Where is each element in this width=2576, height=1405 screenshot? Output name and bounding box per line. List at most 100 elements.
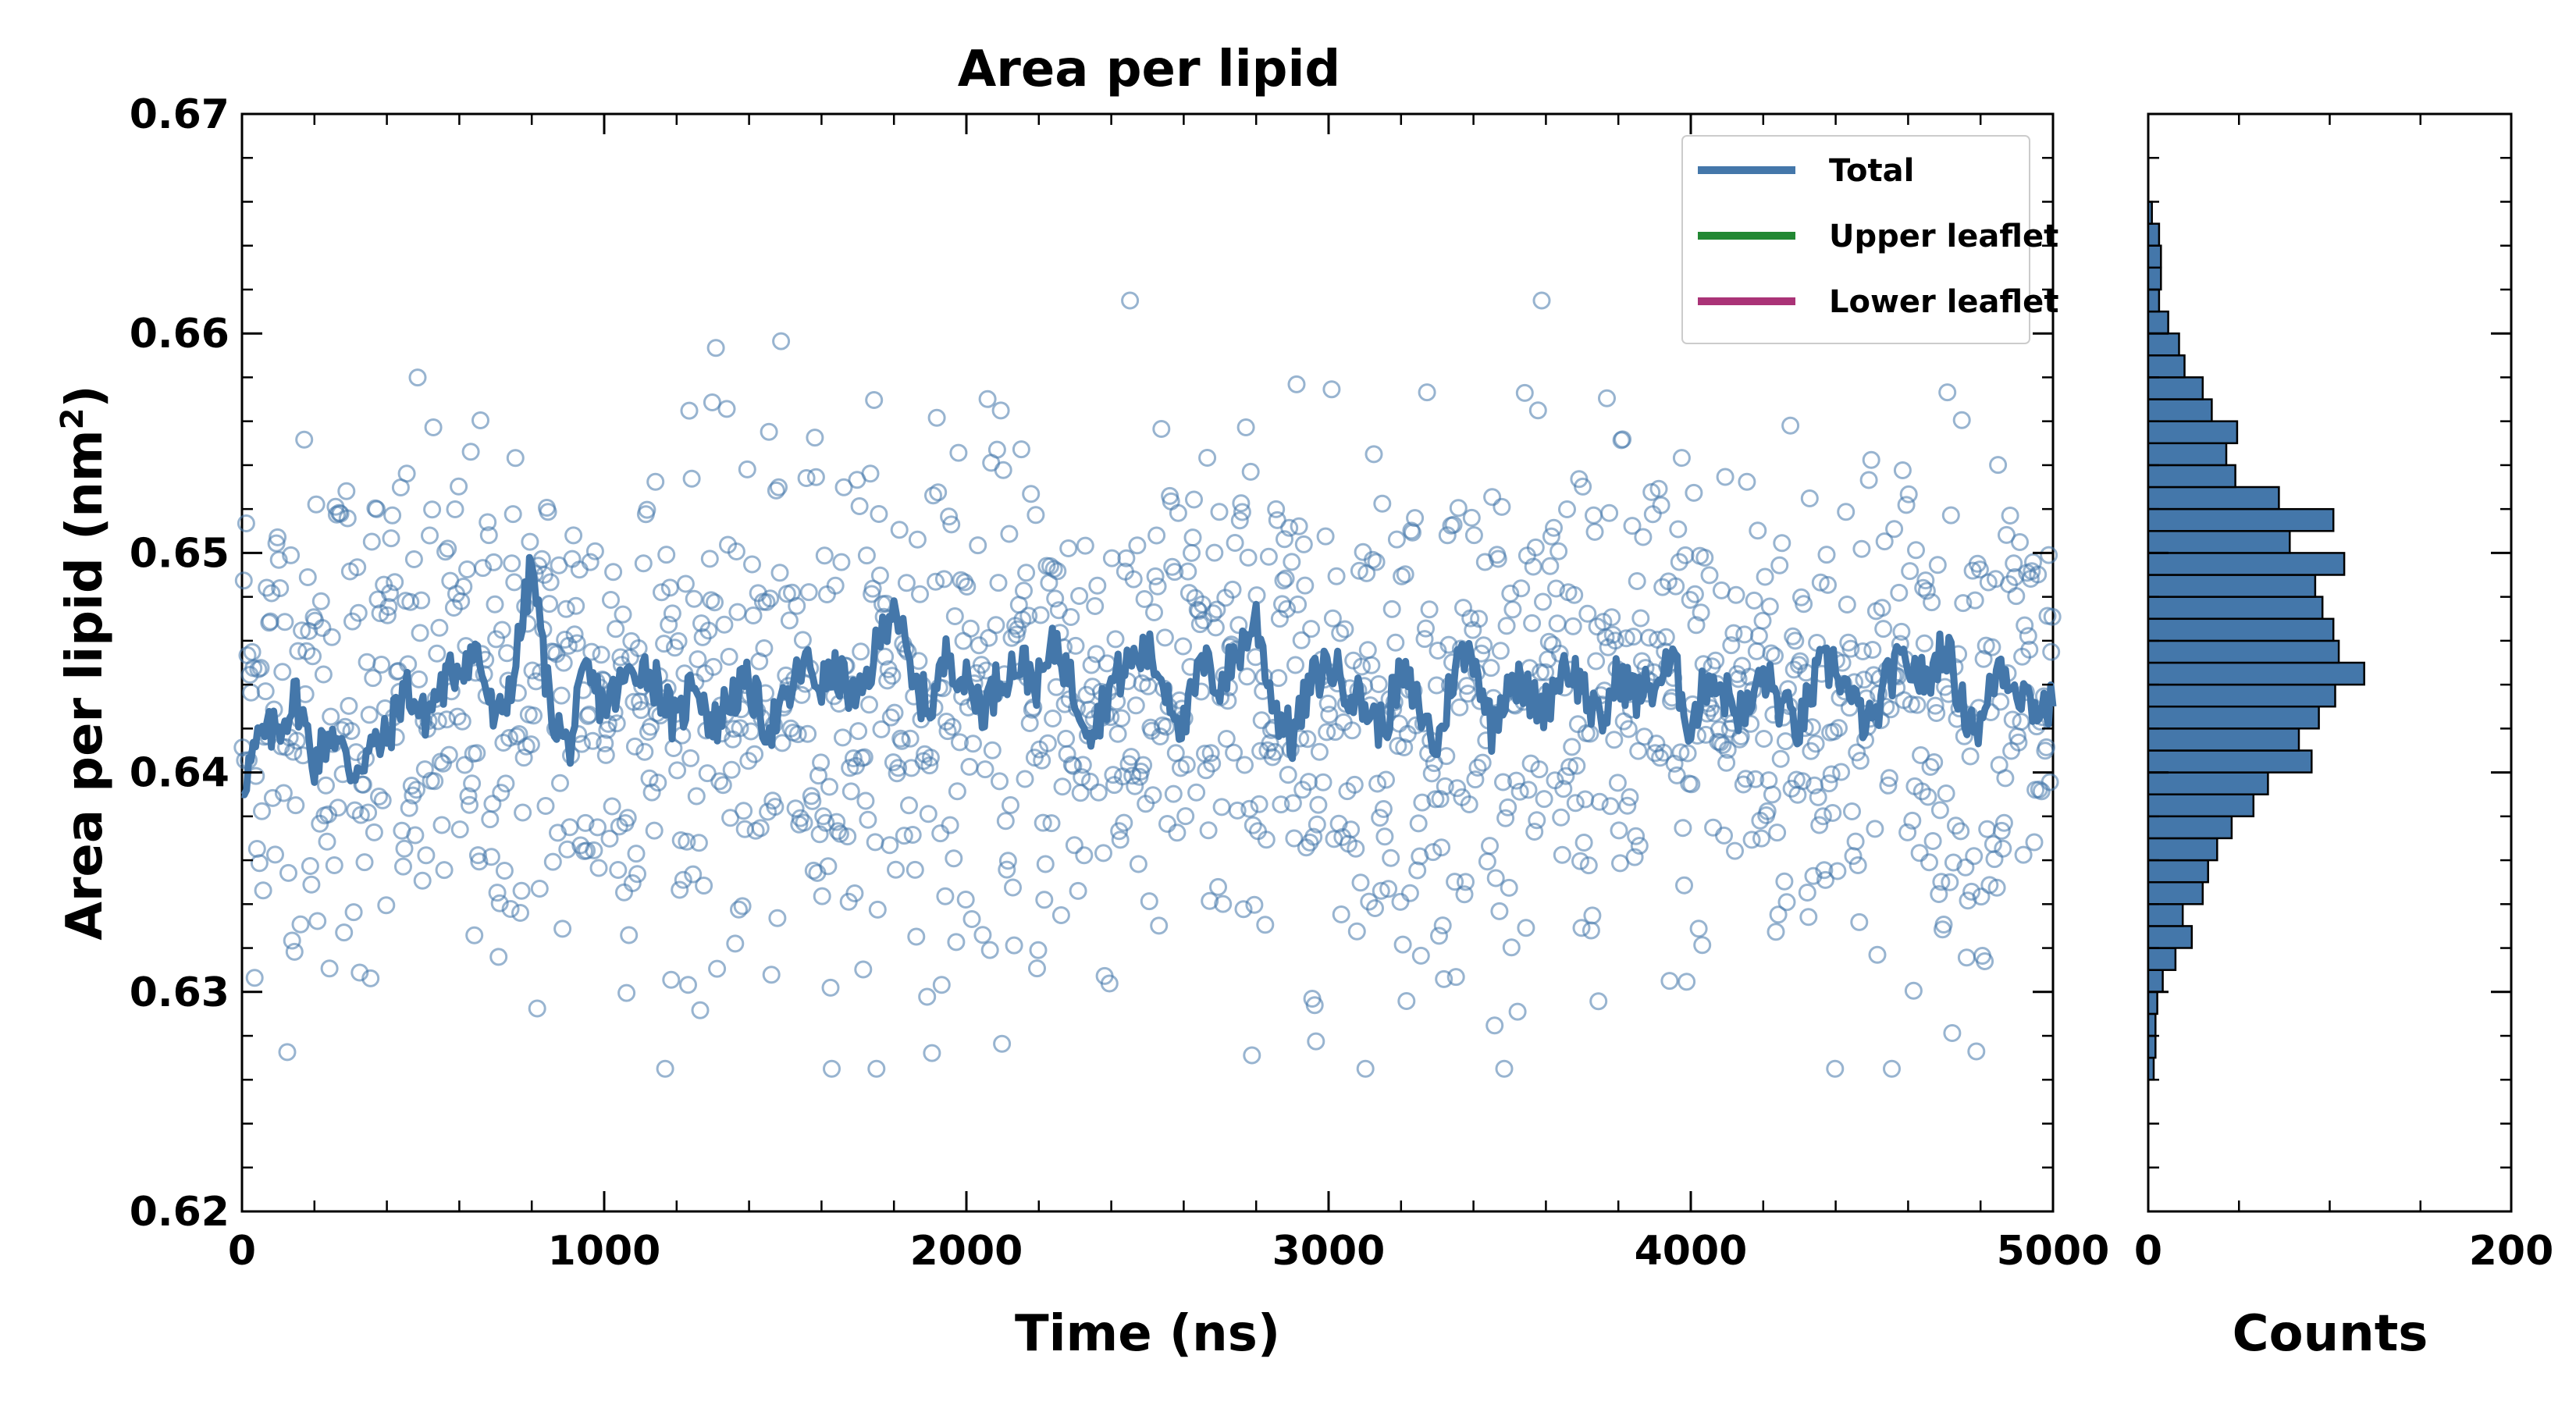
scatter-point: [1767, 923, 1785, 941]
scatter-point: [1763, 785, 1781, 804]
scatter-point: [1623, 517, 1642, 535]
scatter-point: [1000, 525, 1019, 543]
scatter-point: [489, 948, 508, 966]
scatter-point: [1954, 594, 1973, 613]
scatter-point: [1547, 579, 1565, 598]
scatter-point: [710, 772, 729, 791]
scatter-point: [1302, 620, 1321, 638]
scatter-point: [1210, 503, 1229, 521]
scatter-point: [1536, 663, 1555, 681]
scatter-point: [1223, 580, 1242, 599]
scatter-point: [1875, 532, 1894, 551]
histogram-bar: [2147, 244, 2162, 269]
scatter-point: [402, 777, 421, 795]
scatter-point: [628, 865, 646, 884]
scatter-point: [1225, 743, 1244, 762]
scatter-point: [1692, 603, 1710, 622]
scatter-point: [1100, 974, 1119, 993]
scatter-point: [1962, 882, 1981, 901]
scatter-point: [266, 845, 284, 864]
histogram-bar: [2147, 727, 2300, 752]
scatter-point: [865, 391, 884, 409]
scatter-point: [682, 469, 701, 488]
scatter-point: [1524, 557, 1542, 576]
scatter-point: [1921, 758, 1940, 776]
scatter-point: [282, 546, 301, 564]
scatter-point: [453, 712, 471, 731]
scatter-point: [668, 761, 687, 780]
scatter-point: [738, 460, 756, 478]
scatter-point: [1353, 657, 1371, 676]
scatter-point: [286, 796, 305, 815]
scatter-point: [1053, 777, 1072, 796]
scatter-point: [936, 887, 955, 905]
scatter-point: [1762, 644, 1781, 663]
scatter-point: [623, 874, 642, 892]
scatter-point: [1115, 813, 1133, 832]
scatter-point: [1244, 816, 1262, 834]
scatter-point: [454, 578, 473, 596]
histogram-bar: [2147, 925, 2194, 949]
histogram-bar: [2147, 1056, 2155, 1081]
histogram-bar: [2147, 837, 2218, 862]
scatter-point: [394, 857, 412, 876]
scatter-point: [372, 656, 391, 674]
scatter-point: [1530, 760, 1549, 779]
running-average-line: [240, 553, 2057, 799]
scatter-point: [1681, 591, 1699, 609]
histogram-bar: [2147, 332, 2180, 357]
scatter-point: [446, 500, 464, 518]
scatter-point: [998, 852, 1017, 870]
scatter-point: [498, 644, 516, 663]
scatter-point: [1464, 526, 1483, 545]
scatter-point: [695, 877, 713, 895]
scatter-point: [1121, 291, 1140, 310]
scatter-point: [1631, 609, 1650, 628]
scatter-point: [890, 521, 909, 539]
scatter-point: [1855, 670, 1873, 689]
scatter-point: [432, 816, 451, 834]
main-axes-frame: [240, 112, 2055, 1213]
scatter-point: [866, 833, 884, 852]
scatter-point: [541, 573, 560, 592]
scatter-point: [1409, 814, 1428, 833]
scatter-point: [551, 774, 569, 792]
histogram-bar: [2147, 486, 2280, 510]
scatter-point: [1582, 921, 1600, 940]
scatter-point: [649, 774, 667, 792]
scatter-point: [250, 854, 269, 873]
scatter-point: [500, 728, 519, 747]
scatter-point: [892, 731, 911, 750]
scatter-point: [676, 574, 695, 593]
scatter-point: [503, 505, 522, 524]
scatter-point: [983, 741, 1002, 759]
scatter-point: [887, 860, 905, 879]
scatter-point: [1985, 850, 2004, 869]
scatter-point: [1934, 916, 1953, 934]
scatter-point: [1671, 743, 1690, 762]
scatter-point: [253, 802, 271, 820]
scatter-point: [1532, 291, 1551, 310]
scatter-point: [602, 591, 620, 609]
scatter-point: [1435, 969, 1453, 988]
scatter-point: [243, 642, 262, 661]
scatter-point: [699, 621, 718, 640]
scatter-point: [627, 845, 646, 863]
scatter-point: [1539, 632, 1558, 651]
scatter-point: [320, 959, 339, 978]
histogram-bar: [2147, 793, 2255, 818]
scatter-point: [1117, 549, 1136, 567]
scatter-point: [1446, 968, 1465, 987]
scatter-point: [611, 648, 630, 667]
scatter-point: [1029, 941, 1048, 959]
y-axis-label-superscript: 2: [55, 408, 91, 430]
legend-box: [1681, 135, 2030, 344]
scatter-point: [578, 841, 596, 860]
scatter-point: [1917, 582, 1936, 600]
scatter-point: [1769, 905, 1788, 924]
scatter-point: [1157, 717, 1176, 736]
histogram-axis-ticks: [2147, 112, 2513, 1213]
scatter-point: [629, 639, 648, 657]
scatter-point: [1044, 710, 1062, 727]
scatter-point: [727, 542, 745, 560]
